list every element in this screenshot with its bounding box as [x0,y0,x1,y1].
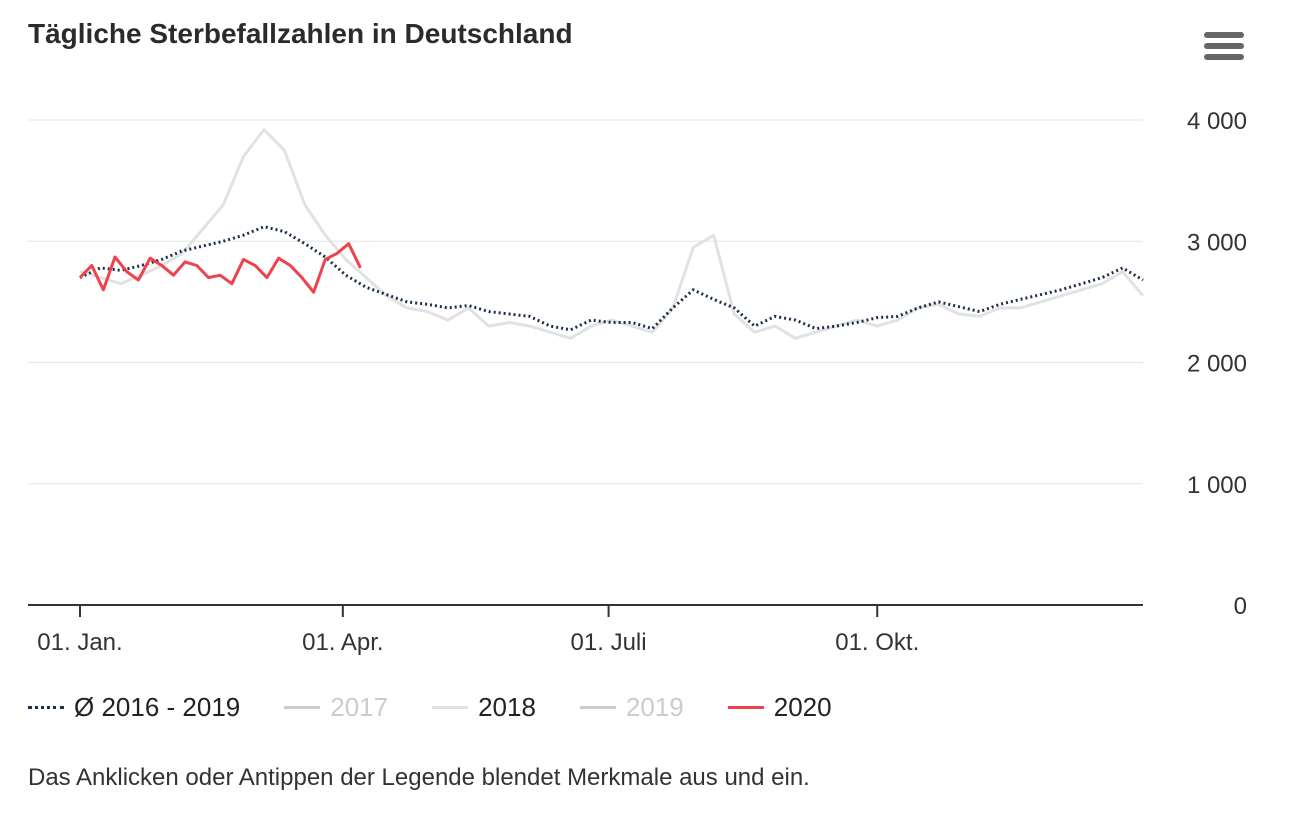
y-tick-label: 0 [1234,593,1247,620]
x-tick-label: 01. Juli [571,629,647,656]
x-tick-label: 01. Apr. [302,629,383,656]
y-tick-label: 4 000 [1187,108,1247,135]
legend-label: 2019 [625,692,684,722]
legend-item-2016-2019[interactable]: Ø 2016 - 2019 [28,692,240,723]
y-tick-label: 3 000 [1187,229,1247,256]
legend-swatch [727,706,764,709]
legend-label: 2020 [773,692,832,722]
legend-label: 2017 [330,692,389,722]
legend-item-2020[interactable]: 2020 [727,692,832,723]
series-line-2018 [79,128,1145,340]
y-tick-label: 2 000 [1187,351,1247,378]
legend: Ø 2016 - 2019 2017 2018 2019 2020 [28,692,876,723]
legend-swatch [579,706,616,709]
legend-item-2019[interactable]: 2019 [579,692,684,723]
y-tick-label: 1 000 [1187,472,1247,499]
x-tick-label: 01. Jan. [37,629,122,656]
series-line-2016-2019 [79,225,1144,332]
legend-label: Ø 2016 - 2019 [74,692,241,722]
legend-label: 2018 [478,692,536,722]
series-line-2020 [78,242,362,294]
legend-hint: Das Anklicken oder Antippen der Legende … [28,764,810,791]
hamburger-menu-icon[interactable] [1204,32,1244,64]
chart-title: Tägliche Sterbefallzahlen in Deutschland [28,18,573,49]
legend-swatch [28,706,64,709]
legend-swatch [284,706,321,709]
legend-item-2018[interactable]: 2018 [432,692,536,723]
line-chart: 0 1 000 2 000 3 000 4 000 01. Jan. 01. Apr. 01.… [28,108,1247,656]
legend-swatch [432,706,469,709]
legend-item-2017[interactable]: 2017 [284,692,388,723]
x-tick-label: 01. Okt. [835,629,919,656]
